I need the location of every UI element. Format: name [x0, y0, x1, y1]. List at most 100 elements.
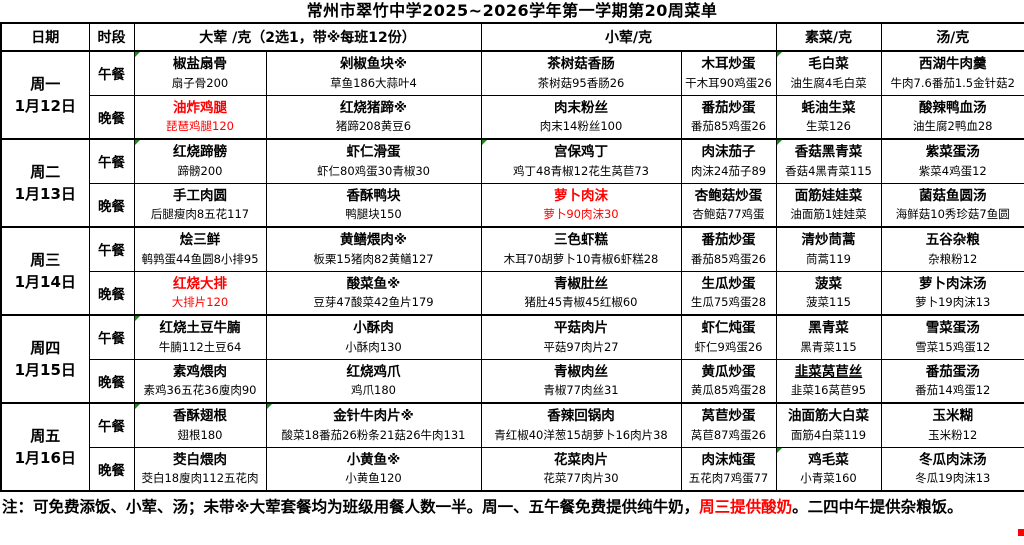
dish-name: 生瓜炒蛋 — [701, 275, 756, 292]
dish-cell: 菠菜菠菜115 — [775, 270, 882, 316]
dish-cell: 黄鳝煨肉※ 板栗15猪肉82黄鳝127 — [265, 226, 482, 272]
dish-cell: 五谷杂粮 杂粮粉12 — [880, 226, 1024, 272]
dish-ingredients: 雪菜15鸡蛋12 — [915, 339, 991, 354]
dish-cell: 木耳炒蛋 干木耳90鸡蛋26 — [680, 50, 777, 96]
dish-ingredients: 干木耳90鸡蛋26 — [685, 75, 772, 90]
menu-row: 晚餐 茭白煨肉 茭白18廋肉112五花肉 小黄鱼※ 小黄鱼120 花菜肉片 花菜77肉片30… — [1, 446, 1024, 492]
date-cell: 周四 1月15日 — [0, 314, 90, 404]
col-header-meat-small: 小荤/克 — [480, 22, 777, 52]
dish-ingredients: 茭白18廋肉112五花肉 — [141, 471, 259, 486]
dish-ingredients: 草鱼186大蒜叶4 — [330, 75, 417, 90]
dish-name: 红烧鸡爪 — [346, 363, 401, 380]
date-label: 1月16日 — [14, 449, 76, 467]
dish-ingredients: 平菇97肉片27 — [543, 339, 619, 354]
dish-cell: 毛白菜 油生腐4毛白菜 — [775, 50, 882, 96]
period-cell: 晚餐 — [88, 182, 135, 228]
header-row: 日期 时段 大荤 /克（2选1，带※每班12份） 小荤/克 素菜/克 汤/克 — [0, 22, 1024, 52]
dish-cell: 红烧土豆牛腩 牛腩112土豆64 — [133, 314, 267, 360]
menu-row: 晚餐 红烧大排 大排片120 酸菜鱼※ 豆芽47酸菜42鱼片179 青椒肚丝 猪肚45青椒4… — [1, 270, 1024, 316]
comment-corner-icon — [777, 53, 782, 57]
dish-ingredients: 油生腐4毛白菜 — [790, 75, 867, 90]
dish-name: 油面筋大白菜 — [788, 408, 869, 425]
page-title: 常州市翠竹中学2025~2026学年第一学期第20周菜单 — [306, 1, 718, 20]
dish-ingredients: 鹌鹑蛋44鱼圆8小排95 — [141, 251, 259, 266]
dish-name: 小黄鱼※ — [346, 451, 401, 468]
dish-ingredients: 面筋4白菜119 — [790, 427, 867, 442]
comment-corner-icon — [135, 317, 140, 321]
dish-name: 蚝油生菜 — [801, 99, 856, 116]
dish-name: 平菇肉片 — [554, 320, 608, 337]
dish-cell: 小酥肉 小酥肉130 — [265, 314, 482, 360]
dish-name: 玉米糊 — [932, 408, 974, 425]
dish-ingredients: 青红椒40洋葱15胡萝卜16肉片38 — [494, 427, 668, 442]
col-header-soup: 汤/克 — [880, 22, 1024, 52]
dish-name: 香菇黑青菜 — [794, 144, 863, 161]
dish-ingredients: 牛腩112土豆64 — [158, 339, 242, 354]
dish-ingredients: 番茄85鸡蛋26 — [690, 119, 767, 134]
dish-cell: 红烧大排 大排片120 — [133, 270, 267, 316]
dish-name: 花菜肉片 — [554, 451, 608, 468]
dish-cell: 蚝油生菜生菜126 — [775, 94, 882, 140]
dish-cell: 香菇黑青菜 香菇4黑青菜115 — [775, 138, 882, 184]
dish-ingredients: 大排片120 — [171, 295, 229, 310]
dish-cell: 莴苣炒蛋莴苣87鸡蛋26 — [680, 402, 777, 448]
comment-corner-icon — [777, 448, 782, 453]
dish-ingredients: 萝卜19肉沫13 — [915, 295, 991, 310]
dish-cell: 西湖牛肉羹 牛肉7.6番茄1.5金针菇2 — [880, 50, 1024, 96]
dish-ingredients: 玉米粉12 — [928, 427, 978, 442]
weekday-label: 周一 — [30, 74, 61, 93]
dish-cell: 平菇肉片平菇97肉片27 — [480, 314, 682, 360]
dish-cell: 肉沫炖蛋 五花肉7鸡蛋77 — [680, 446, 777, 492]
dish-ingredients: 莴苣87鸡蛋26 — [690, 427, 767, 442]
dish-name: 莴苣炒蛋 — [701, 408, 756, 425]
dish-name: 虾仁滑蛋 — [346, 144, 401, 161]
dish-name: 杏鲍菇炒蛋 — [694, 187, 763, 204]
dish-name: 萝卜肉沫 — [554, 187, 608, 204]
period-cell: 午餐 — [88, 138, 135, 184]
dish-ingredients: 萝卜90肉沫30 — [543, 207, 619, 222]
dish-ingredients: 鸡丁48青椒12花生莴苣73 — [513, 163, 649, 178]
dish-name: 手工肉圆 — [173, 187, 227, 204]
dish-name: 菠菜 — [815, 275, 842, 292]
menu-row: 晚餐 油炸鸡腿 琵琶鸡腿120 红烧猪蹄※ 猪蹄208黄豆6 肉末粉丝 肉末14粉丝100 番… — [1, 94, 1024, 140]
date-cell: 周三 1月14日 — [0, 226, 90, 316]
dish-name: 萝卜肉沫汤 — [919, 275, 987, 292]
period-cell: 晚餐 — [88, 358, 135, 404]
comment-corner-icon — [482, 141, 487, 145]
dish-ingredients: 茶树菇95香肠26 — [537, 75, 625, 90]
dish-ingredients: 虾仁80鸡蛋30青椒30 — [317, 163, 430, 178]
dish-name: 青椒肚丝 — [554, 275, 608, 292]
col-header-meat-main: 大荤 /克（2选1，带※每班12份） — [133, 22, 482, 52]
dish-name: 面筋娃娃菜 — [794, 187, 863, 204]
dish-ingredients: 豆芽47酸菜42鱼片179 — [313, 295, 434, 310]
dish-name: 红烧猪蹄※ — [339, 99, 408, 116]
dish-cell: 紫菜蛋汤 紫菜4鸡蛋12 — [880, 138, 1024, 184]
comment-corner-icon — [135, 141, 140, 145]
weekday-label: 周五 — [30, 426, 61, 445]
date-cell: 周一 1月12日 — [0, 50, 90, 140]
date-label: 1月13日 — [14, 185, 76, 203]
dish-ingredients: 油生腐2鸭血28 — [913, 119, 993, 134]
comment-corner-icon — [777, 141, 782, 145]
dish-cell: 三色虾糕 木耳70胡萝卜10青椒6虾糕28 — [480, 226, 682, 272]
dish-ingredients: 菠菜115 — [806, 295, 851, 310]
dish-name: 青椒肉丝 — [554, 363, 608, 380]
dish-name: 香辣回锅肉 — [547, 408, 615, 425]
dish-ingredients: 五花肉7鸡蛋77 — [688, 471, 769, 486]
dish-cell: 香酥翅根 翅根180 — [133, 402, 267, 448]
dish-cell: 番茄炒蛋 番茄85鸡蛋26 — [680, 226, 777, 272]
menu-row: 周五 1月16日 午餐 香酥翅根 翅根180 金针牛肉片※ 酸菜18番茄26粉条21菇26牛… — [0, 402, 1024, 492]
dish-ingredients: 牛肉7.6番茄1.5金针菇2 — [890, 75, 1015, 90]
dish-cell: 酸辣鸭血汤油生腐2鸭血28 — [880, 94, 1024, 140]
dish-ingredients: 生菜126 — [806, 119, 851, 134]
comment-corner-icon — [135, 405, 140, 409]
menu-row: 周三 1月14日 午餐 烩三鲜 鹌鹑蛋44鱼圆8小排95 黄鳝煨肉※ 板栗15猪肉82黄鳝1… — [0, 226, 1024, 316]
dish-name: 清炒茼蒿 — [801, 232, 856, 249]
dish-name: 酸辣鸭血汤 — [919, 99, 987, 116]
date-label: 1月12日 — [14, 97, 76, 115]
dish-name: 宫保鸡丁 — [554, 144, 608, 161]
dish-name: 油炸鸡腿 — [173, 99, 227, 116]
dish-ingredients: 猪蹄208黄豆6 — [335, 119, 412, 134]
period-cell: 午餐 — [88, 50, 135, 96]
dish-ingredients: 素鸡36五花36廋肉90 — [143, 383, 257, 398]
